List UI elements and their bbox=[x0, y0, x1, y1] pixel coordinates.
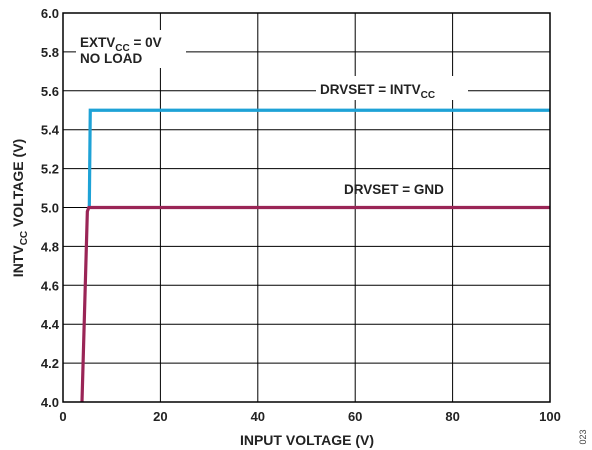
y-tick-label: 5.0 bbox=[41, 201, 59, 216]
x-axis-title: INPUT VOLTAGE (V) bbox=[240, 432, 374, 448]
series-label-intvcc-bg bbox=[316, 76, 468, 100]
series-lines bbox=[80, 108, 550, 403]
y-tick-label: 5.8 bbox=[41, 45, 59, 60]
y-tick-label: 5.4 bbox=[41, 123, 60, 138]
tick-labels: 0 20 40 60 80 100 4.0 4.2 4.4 4.6 4.8 5.0 5.2 5.4 5.6 5… bbox=[41, 6, 561, 424]
condition-line-1: EXTVCC = 0V bbox=[80, 35, 162, 54]
series-line-intvcc bbox=[87, 108, 550, 208]
series-label-intvcc: DRVSET = INTVCC bbox=[320, 82, 435, 101]
y-tick-label: 6.0 bbox=[41, 6, 59, 21]
y-tick-label: 4.4 bbox=[41, 317, 60, 332]
annotations: EXTVCC = 0V NO LOAD DRVSET = INTVCC DRVS… bbox=[76, 30, 468, 197]
x-tick-label: 20 bbox=[153, 409, 167, 424]
condition-line-2: NO LOAD bbox=[80, 51, 142, 66]
x-tick-label: 80 bbox=[445, 409, 459, 424]
x-tick-label: 60 bbox=[348, 409, 362, 424]
figure-id: 023 bbox=[578, 429, 588, 444]
series-line-gnd bbox=[80, 205, 550, 403]
y-axis-title: INTVCC VOLTAGE (V) bbox=[10, 139, 30, 277]
x-tick-label: 40 bbox=[251, 409, 265, 424]
y-tick-label: 5.2 bbox=[41, 162, 59, 177]
y-tick-label: 5.6 bbox=[41, 84, 59, 99]
plot-frame bbox=[62, 12, 551, 403]
y-tick-label: 4.2 bbox=[41, 356, 59, 371]
y-tick-label: 4.0 bbox=[41, 395, 59, 410]
x-tick-label: 100 bbox=[539, 409, 561, 424]
x-tick-label: 0 bbox=[59, 409, 66, 424]
y-tick-label: 4.6 bbox=[41, 278, 59, 293]
series-label-gnd: DRVSET = GND bbox=[344, 182, 444, 197]
condition-box-bg bbox=[76, 30, 186, 68]
y-tick-label: 4.8 bbox=[41, 239, 59, 254]
